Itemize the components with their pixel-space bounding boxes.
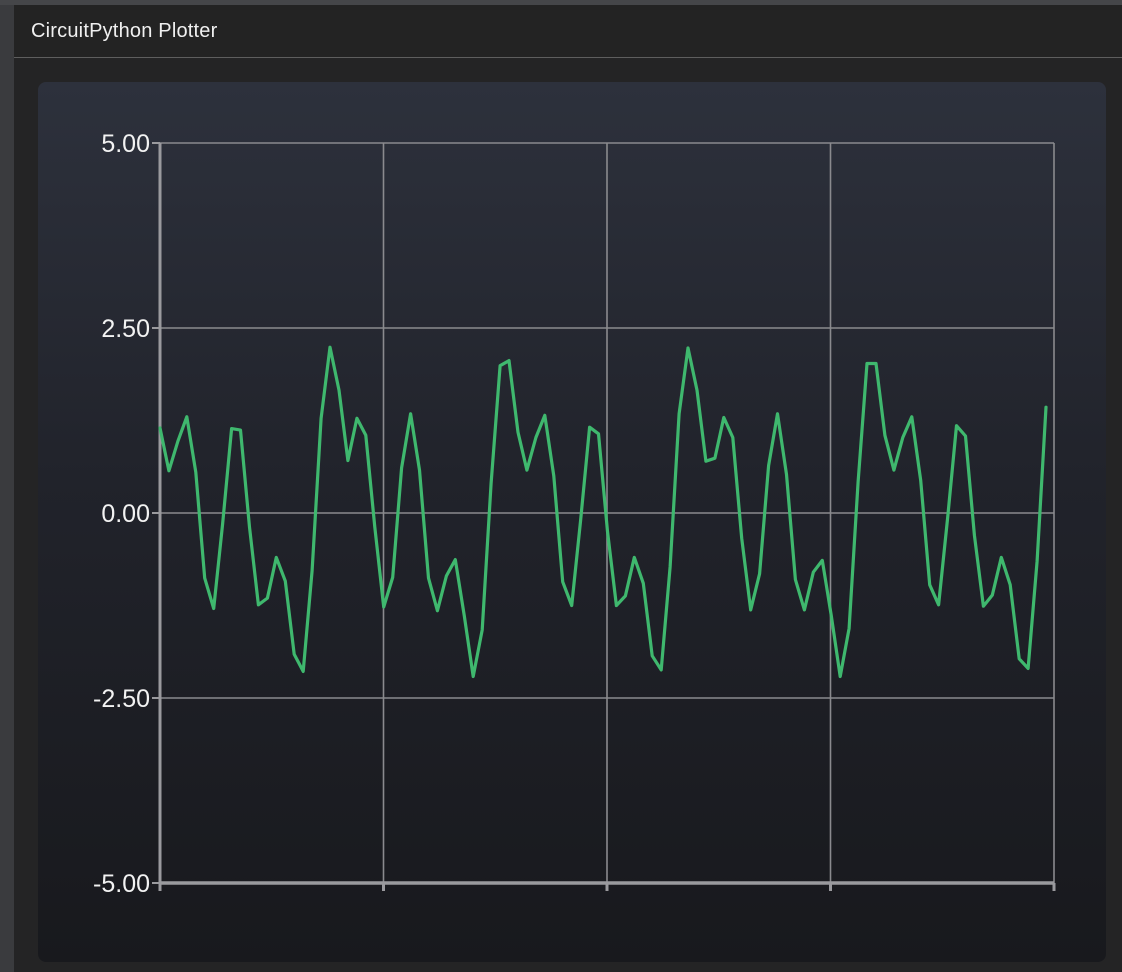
y-tick-label: -5.00 <box>93 870 150 898</box>
y-tick-label: 5.00 <box>101 130 150 158</box>
series-line <box>158 345 1048 679</box>
plot-area: 5.00 2.50 0.00 -2.50 -5.00 <box>38 82 1106 962</box>
window-top-strip <box>0 0 1122 5</box>
line-chart: 5.00 2.50 0.00 -2.50 -5.00 <box>93 130 1056 898</box>
plotter-panel: CircuitPython Plotter 5.00 2.50 0.00 -2.50 -… <box>14 5 1122 972</box>
y-tick-label: 2.50 <box>101 315 150 343</box>
y-tick-label: -2.50 <box>93 685 150 713</box>
panel-title: CircuitPython Plotter <box>31 20 218 42</box>
y-tick-labels: 5.00 2.50 0.00 -2.50 -5.00 <box>93 130 150 898</box>
series-layer <box>158 345 1048 679</box>
y-tick-label: 0.00 <box>101 500 150 528</box>
panel-titlebar: CircuitPython Plotter <box>14 5 1122 58</box>
axes <box>152 142 1056 891</box>
